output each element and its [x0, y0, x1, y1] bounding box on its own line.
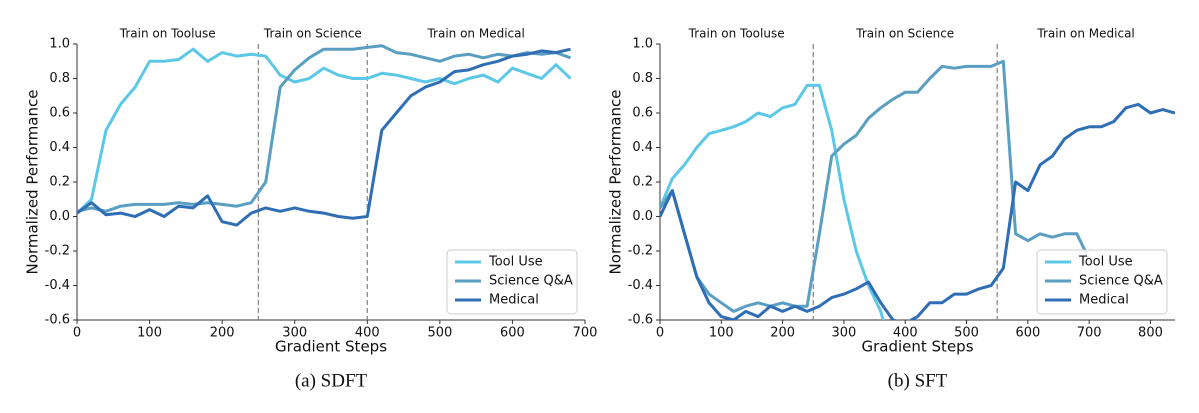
- subplot: -0.6 -0.4 -0.2 0.0 0.2 0.4 0.6 0.8 1.0 0 100 200 300…: [24, 27, 598, 392]
- legend-label: Tool Use: [1078, 255, 1133, 270]
- y-tick-label: 0.0: [632, 209, 653, 224]
- x-tick-label: 300: [832, 326, 857, 341]
- y-tick-label: 0.8: [632, 71, 653, 86]
- series-line: [660, 83, 885, 320]
- y-tick-label: 0.0: [49, 209, 70, 224]
- caption: (b) SFT: [888, 370, 948, 391]
- y-tick-label: -0.4: [45, 278, 70, 293]
- x-tick-label: 600: [500, 326, 525, 341]
- caption: (a) SDFT: [295, 370, 368, 391]
- x-tick-label: 700: [573, 326, 598, 341]
- y-tick-label: 0.4: [632, 140, 653, 155]
- x-tick-label: 0: [73, 326, 81, 341]
- x-tick-label: 700: [1077, 326, 1102, 341]
- y-tick-label: -0.2: [628, 244, 653, 259]
- lines: [77, 44, 572, 227]
- legend: Tool Use Science Q&A Medical: [1036, 249, 1168, 315]
- legend: Tool Use Science Q&A Medical: [446, 249, 578, 315]
- y-tick-label: 1.0: [632, 37, 653, 52]
- legend-label: Tool Use: [488, 255, 543, 270]
- y-tick-label: -0.2: [45, 244, 70, 259]
- y-tick-label: 0.6: [49, 106, 70, 121]
- x-tick-label: 100: [137, 326, 162, 341]
- phase-label: Train on Science: [263, 27, 362, 41]
- x-axis-label: Gradient Steps: [861, 338, 973, 356]
- phase-label: Train on Science: [855, 27, 954, 41]
- phase-label: Train on Tooluse: [119, 27, 216, 41]
- x-tick-label: 600: [1015, 326, 1040, 341]
- legend-label: Medical: [489, 293, 539, 308]
- x-tick-label: 0: [656, 326, 664, 341]
- series-line: [660, 59, 1091, 313]
- x-tick-label: 500: [427, 326, 452, 341]
- subplot: -0.6 -0.4 -0.2 0.0 0.2 0.4 0.6 0.8 1.0 0 100 200 300…: [607, 27, 1175, 391]
- y-tick-label: -0.4: [628, 278, 653, 293]
- legend-box: [1036, 249, 1168, 315]
- legend-label: Science Q&A: [489, 274, 573, 289]
- legend-box: [446, 249, 578, 315]
- y-axis-label: Normalized Performance: [607, 90, 625, 275]
- phase-label: Train on Tooluse: [688, 27, 785, 41]
- x-tick-label: 800: [1138, 326, 1163, 341]
- y-tick-label: -0.6: [628, 313, 653, 328]
- x-tick-label: 400: [355, 326, 380, 341]
- y-tick-label: 0.2: [49, 175, 70, 190]
- legend-label: Medical: [1079, 293, 1129, 308]
- y-tick-label: 0.8: [49, 71, 70, 86]
- x-tick-label: 200: [210, 326, 235, 341]
- y-tick-label: 1.0: [49, 37, 70, 52]
- y-tick-label: 0.2: [632, 175, 653, 190]
- phase-label: Train on Medical: [1036, 27, 1134, 41]
- x-tick-label: 100: [709, 326, 734, 341]
- y-axis-label: Normalized Performance: [24, 90, 42, 275]
- y-tick-label: 0.4: [49, 140, 70, 155]
- series-line: [77, 47, 571, 227]
- x-axis-label: Gradient Steps: [275, 338, 387, 356]
- x-tick-label: 500: [954, 326, 979, 341]
- phase-label: Train on Medical: [426, 27, 524, 41]
- lines: [660, 59, 1175, 320]
- y-tick-label: 0.6: [632, 106, 653, 121]
- x-tick-label: 200: [770, 326, 795, 341]
- series-line: [77, 44, 572, 213]
- x-tick-label: 300: [282, 326, 307, 341]
- legend-label: Science Q&A: [1079, 274, 1163, 289]
- series-line: [660, 102, 1175, 320]
- x-tick-label: 400: [893, 326, 918, 341]
- y-tick-label: -0.6: [45, 313, 70, 328]
- series-line: [77, 47, 572, 215]
